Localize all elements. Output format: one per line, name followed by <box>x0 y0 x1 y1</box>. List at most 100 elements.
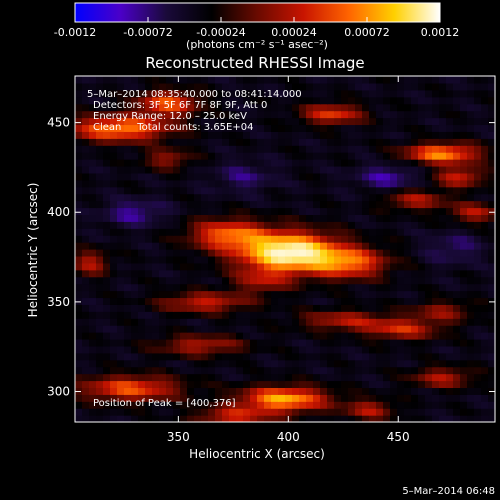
heatmap-cell <box>187 138 195 146</box>
heatmap-cell <box>348 387 356 395</box>
heatmap-cell <box>425 145 433 153</box>
heatmap-cell <box>243 359 251 368</box>
heatmap-cell <box>145 89 153 98</box>
heatmap-cell <box>446 290 454 299</box>
heatmap-cell <box>488 76 495 84</box>
heatmap-cell <box>152 338 160 347</box>
heatmap-cell <box>397 179 405 188</box>
heatmap-cell <box>306 297 314 305</box>
heatmap-cell <box>166 193 174 202</box>
heatmap-cell <box>124 415 132 422</box>
heatmap-cell <box>194 165 202 174</box>
heatmap-cell <box>229 401 237 409</box>
heatmap-cell <box>460 297 468 305</box>
heatmap-cell <box>348 401 356 409</box>
heatmap-cell <box>110 332 118 340</box>
heatmap-cell <box>145 145 153 153</box>
heatmap-cell <box>488 276 495 285</box>
heatmap-cell <box>152 380 160 388</box>
heatmap-cell <box>89 193 97 202</box>
heatmap-cell <box>194 159 202 167</box>
heatmap-cell <box>103 200 111 209</box>
heatmap-cell <box>404 401 412 409</box>
heatmap-cell <box>145 373 153 382</box>
heatmap-cell <box>131 179 139 188</box>
heatmap-cell <box>82 276 90 285</box>
heatmap-cell <box>166 117 174 126</box>
heatmap-cell <box>481 276 489 285</box>
colorbar-tick-label: -0.00072 <box>123 26 172 39</box>
heatmap-cell <box>327 283 335 292</box>
heatmap-cell <box>341 345 349 354</box>
heatmap-cell <box>145 152 153 160</box>
heatmap-cell <box>89 325 97 333</box>
heatmap-cell <box>348 131 356 139</box>
heatmap-cell <box>124 235 132 243</box>
y-tick-label: 350 <box>47 295 70 309</box>
heatmap-cell <box>390 415 398 422</box>
heatmap-cell <box>432 318 440 326</box>
heatmap-cell <box>82 235 90 243</box>
heatmap-cell <box>313 318 321 326</box>
heatmap-cell <box>439 89 447 98</box>
heatmap-cell <box>229 242 237 250</box>
heatmap-cell <box>369 124 377 132</box>
heatmap-cell <box>411 152 419 160</box>
heatmap-cell <box>278 401 286 409</box>
heatmap-cell <box>257 269 265 278</box>
energy-range-annotation: Energy Range: 12.0 – 25.0 keV <box>93 111 247 122</box>
heatmap-cell <box>110 290 118 299</box>
heatmap-cell <box>327 380 335 388</box>
heatmap-cell <box>222 394 230 402</box>
heatmap-cell <box>439 76 447 84</box>
heatmap-cell <box>362 352 370 361</box>
heatmap-cell <box>397 138 405 146</box>
heatmap-cell <box>180 110 188 119</box>
heatmap-cell <box>75 359 83 368</box>
heatmap-cell <box>362 207 370 215</box>
heatmap-cell <box>257 373 265 382</box>
heatmap-cell <box>292 325 300 333</box>
heatmap-cell <box>285 207 293 215</box>
heatmap-cell <box>89 352 97 361</box>
heatmap-cell <box>460 318 468 326</box>
heatmap-cell <box>278 103 286 112</box>
heatmap-cell <box>327 394 335 402</box>
heatmap-cell <box>285 338 293 347</box>
heatmap-cell <box>383 89 391 98</box>
heatmap-cell <box>166 249 174 257</box>
heatmap-cell <box>96 394 104 402</box>
heatmap-cell <box>362 110 370 119</box>
heatmap-cell <box>299 269 307 278</box>
heatmap-cell <box>348 373 356 382</box>
heatmap-cell <box>208 131 216 139</box>
heatmap-cell <box>145 415 153 422</box>
heatmap-cell <box>348 394 356 402</box>
heatmap-cell <box>236 193 244 202</box>
heatmap-cell <box>187 262 195 271</box>
heatmap-cell <box>376 276 384 285</box>
heatmap-cell <box>362 103 370 112</box>
heatmap-cell <box>299 235 307 243</box>
heatmap-cell <box>467 352 475 361</box>
heatmap-cell <box>208 110 216 119</box>
heatmap-cell <box>481 373 489 382</box>
heatmap-cell <box>320 172 328 181</box>
heatmap-cell <box>110 338 118 347</box>
heatmap-cell <box>453 103 461 112</box>
heatmap-cell <box>404 82 412 91</box>
heatmap-cell <box>75 338 83 347</box>
heatmap-cell <box>425 380 433 388</box>
heatmap-cell <box>173 387 181 395</box>
heatmap-cell <box>397 124 405 132</box>
heatmap-cell <box>257 82 265 91</box>
heatmap-cell <box>446 228 454 236</box>
heatmap-cell <box>138 214 146 222</box>
heatmap-cell <box>327 415 335 422</box>
heatmap-cell <box>481 124 489 132</box>
heatmap-cell <box>145 401 153 409</box>
heatmap-cell <box>117 262 125 271</box>
heatmap-cell <box>397 394 405 402</box>
heatmap-cell <box>166 380 174 388</box>
heatmap-cell <box>404 262 412 271</box>
